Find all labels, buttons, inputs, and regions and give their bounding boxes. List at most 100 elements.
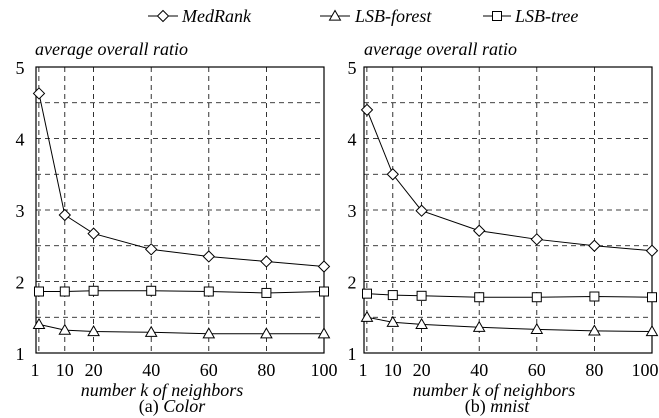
data-point-triangle — [144, 325, 158, 337]
x-axis-label: number k of neighbors — [413, 380, 575, 400]
chart-title: average overall ratio — [364, 39, 517, 59]
series-line — [366, 316, 653, 333]
series-medrank — [360, 103, 659, 257]
legend: MedRank LSB-forest LSB-tree — [148, 6, 578, 26]
caption-prefix: (a) — [139, 396, 163, 417]
series-lsb-tree — [362, 288, 657, 303]
data-point-triangle — [386, 315, 400, 327]
data-point-square — [34, 286, 44, 297]
data-point-diamond — [415, 204, 428, 217]
data-point-square — [261, 287, 272, 298]
data-point-diamond — [360, 103, 374, 117]
data-point-square — [589, 291, 600, 302]
series-lsb-tree — [34, 285, 329, 298]
y-tick-label: 1 — [16, 344, 25, 364]
panel-caption: (a) Color — [139, 396, 206, 417]
series-line — [366, 293, 653, 298]
data-point-square — [146, 285, 157, 296]
data-point-triangle — [588, 324, 601, 336]
data-point-diamond — [588, 239, 601, 252]
data-point-triangle — [202, 327, 216, 339]
data-point-triangle — [87, 325, 100, 337]
x-tick-label: 100 — [632, 360, 659, 380]
y-tick-label: 3 — [16, 201, 25, 221]
legend-item-medrank: MedRank — [148, 6, 252, 26]
y-tick-label: 3 — [348, 201, 357, 221]
x-tick-label: 20 — [413, 360, 431, 380]
legend-item-lsb-forest: LSB-forest — [320, 6, 432, 26]
x-tick-label: 1 — [31, 360, 40, 380]
data-point-square — [203, 286, 214, 297]
x-tick-label: 80 — [585, 360, 603, 380]
data-point-diamond — [645, 244, 659, 257]
series-line — [38, 93, 325, 267]
x-tick-label: 60 — [200, 360, 218, 380]
x-axis-label: number k of neighbors — [81, 380, 243, 400]
data-point-diamond — [472, 224, 486, 237]
grid — [36, 67, 324, 353]
data-point-triangle — [32, 317, 46, 330]
data-point-diamond — [260, 255, 273, 268]
y-tick-label: 1 — [348, 344, 357, 364]
legend-square-marker — [492, 11, 502, 21]
plot-frame — [363, 66, 653, 354]
legend-label: LSB-tree — [514, 6, 578, 26]
caption-prefix: (b) — [465, 396, 491, 417]
data-point-diamond — [317, 260, 331, 273]
data-point-square — [416, 290, 427, 301]
data-point-triangle — [260, 327, 273, 339]
panel-caption: (b) mnist — [465, 396, 531, 417]
y-tick-label: 5 — [348, 58, 357, 78]
legend-diamond-marker — [156, 9, 170, 23]
data-point-square — [647, 292, 657, 303]
data-point-triangle — [645, 325, 659, 337]
x-tick-label: 100 — [311, 360, 338, 380]
data-point-triangle — [360, 310, 374, 322]
caption-name: Color — [163, 396, 206, 416]
x-tick-label: 80 — [257, 360, 275, 380]
data-point-diamond — [386, 168, 400, 181]
legend-label: LSB-forest — [354, 6, 432, 26]
data-point-diamond — [202, 250, 216, 263]
y-tick-label: 4 — [348, 130, 357, 150]
x-tick-label: 1 — [359, 360, 368, 380]
y-tick-label: 2 — [16, 273, 25, 293]
chart-title: average overall ratio — [35, 39, 188, 59]
data-point-square — [387, 290, 398, 301]
x-tick-label: 60 — [528, 360, 546, 380]
x-tick-label: 10 — [384, 360, 402, 380]
series-medrank — [32, 87, 331, 273]
data-point-square — [362, 288, 372, 299]
data-point-triangle — [58, 323, 72, 335]
panel-a: average overall ratio 1 2 3 4 5 1 10 20 40 60 80 100… — [16, 39, 338, 417]
data-point-triangle — [472, 320, 486, 332]
data-point-square — [319, 286, 329, 297]
data-point-diamond — [87, 227, 100, 240]
caption-name: mnist — [490, 396, 530, 416]
series-line — [38, 323, 324, 335]
plot-frame — [35, 66, 325, 354]
series-lsb-forest — [32, 317, 331, 339]
x-tick-label: 20 — [85, 360, 103, 380]
panel-b: average overall ratio 1 2 3 4 5 1 10 20 40 60 80 100… — [348, 39, 659, 417]
y-tick-label: 2 — [348, 273, 357, 293]
y-tick-label: 4 — [16, 130, 25, 150]
data-point-triangle — [530, 322, 544, 335]
x-tick-label: 10 — [56, 360, 74, 380]
x-tick-label: 40 — [142, 360, 160, 380]
data-point-square — [88, 285, 99, 296]
series-lsb-forest — [360, 310, 659, 337]
y-tick-label: 5 — [16, 58, 25, 78]
x-tick-label: 40 — [470, 360, 488, 380]
data-point-square — [474, 292, 485, 303]
data-point-square — [59, 286, 70, 297]
data-point-diamond — [32, 87, 46, 100]
data-point-diamond — [144, 243, 158, 256]
legend-label: MedRank — [181, 6, 252, 26]
grid — [364, 67, 652, 353]
data-point-diamond — [530, 233, 544, 246]
series-line — [366, 109, 653, 252]
legend-triangle-marker — [328, 9, 342, 21]
data-point-square — [531, 292, 542, 303]
